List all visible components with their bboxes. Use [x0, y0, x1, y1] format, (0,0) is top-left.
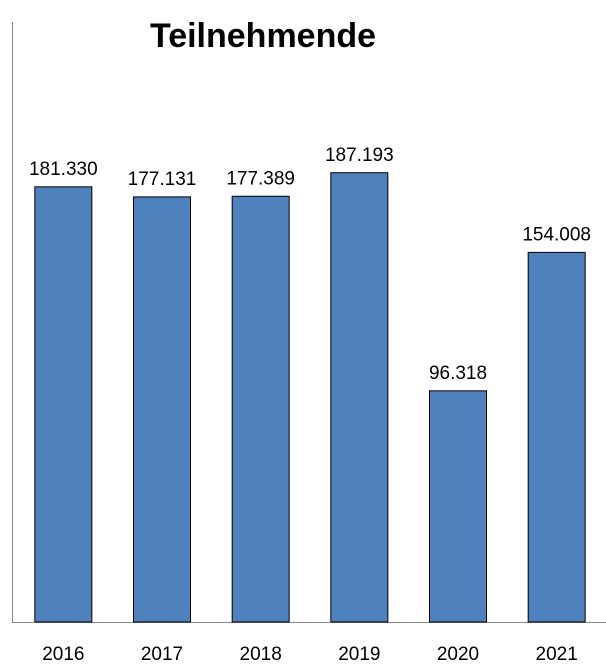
bar	[330, 172, 389, 623]
data-label: 177.131	[128, 169, 197, 190]
x-tick-label: 2017	[141, 644, 183, 664]
chart-title: Teilnehmende	[150, 17, 376, 55]
x-tick-label: 2019	[338, 644, 380, 664]
x-tick-label: 2018	[240, 644, 282, 664]
bar	[133, 196, 191, 623]
x-tick-label: 2016	[42, 644, 84, 664]
bar	[527, 251, 586, 623]
data-label: 154.008	[522, 224, 591, 245]
data-label: 187.193	[325, 145, 394, 166]
bar	[231, 195, 290, 623]
bar	[429, 390, 487, 623]
x-tick-label: 2021	[536, 644, 578, 664]
x-tick-label: 2020	[437, 644, 479, 664]
data-label: 181.330	[29, 159, 98, 180]
data-label: 96.318	[429, 363, 487, 384]
bar	[34, 186, 93, 623]
data-label: 177.389	[226, 168, 295, 189]
